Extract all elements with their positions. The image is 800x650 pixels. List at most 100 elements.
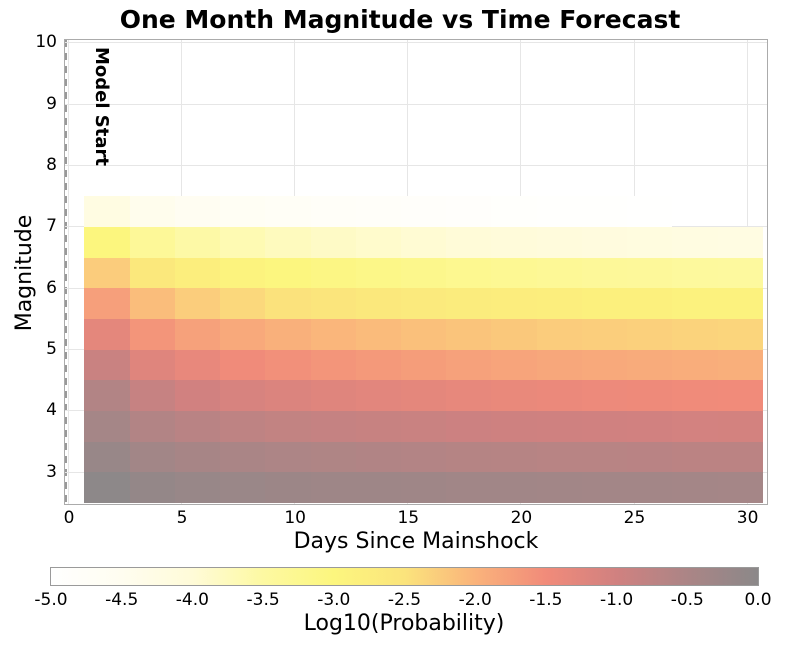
- heatmap-cell: [446, 472, 492, 503]
- heatmap-cell: [446, 380, 492, 411]
- heatmap-cell: [129, 257, 175, 289]
- grid-line-vertical: [68, 40, 69, 504]
- colorbar-tick-label: -5.0: [34, 590, 68, 610]
- heatmap-cell: [627, 257, 673, 289]
- heatmap-cell: [536, 257, 582, 289]
- heatmap-cell: [174, 410, 221, 442]
- heatmap-cell: [84, 380, 130, 411]
- heatmap-cell: [174, 288, 221, 319]
- heatmap-cell: [174, 226, 221, 258]
- heatmap-cell: [717, 441, 763, 473]
- heatmap-cell: [401, 196, 447, 227]
- heatmap-cell: [265, 380, 311, 411]
- heatmap-cell: [536, 441, 582, 473]
- heatmap-cell: [401, 288, 447, 319]
- heatmap-cell: [446, 349, 492, 381]
- heatmap-cell: [174, 349, 221, 381]
- y-tick-label: 5: [46, 339, 57, 360]
- heatmap-cell: [401, 226, 447, 258]
- colorbar-tick-label: -3.0: [317, 590, 351, 610]
- heatmap-cell: [355, 349, 401, 381]
- heatmap-cell: [446, 441, 492, 473]
- y-tick-label: 3: [46, 461, 57, 482]
- heatmap-cell: [672, 288, 718, 319]
- heatmap-cell: [581, 380, 628, 411]
- heatmap-cell: [581, 441, 628, 473]
- heatmap-cell: [536, 288, 582, 319]
- heatmap-cell: [446, 196, 492, 227]
- heatmap-cell: [717, 226, 763, 258]
- heatmap-cell: [310, 196, 356, 227]
- heatmap-cell: [491, 257, 537, 289]
- colorbar-tick-label: -1.5: [529, 590, 563, 610]
- heatmap-cell: [84, 410, 130, 442]
- heatmap-cell: [672, 257, 718, 289]
- heatmap-cell: [627, 196, 673, 227]
- heatmap-cell: [174, 196, 221, 227]
- colorbar-label: Log10(Probability): [303, 611, 505, 636]
- y-tick-label: 8: [46, 155, 57, 176]
- heatmap-cell: [581, 318, 628, 350]
- y-axis-label: Magnitude: [12, 214, 37, 332]
- colorbar-tick-label: -2.5: [387, 590, 422, 610]
- heatmap-cell: [581, 288, 628, 319]
- heatmap-cell: [174, 441, 221, 473]
- x-tick-label: 5: [176, 508, 188, 528]
- heatmap-cell: [581, 196, 628, 227]
- heatmap-cell: [220, 472, 266, 503]
- heatmap-cell: [536, 472, 582, 503]
- heatmap-cell: [84, 318, 130, 350]
- heatmap-cell: [446, 288, 492, 319]
- heatmap-cell: [84, 196, 130, 227]
- heatmap-cell: [310, 288, 356, 319]
- model-start-line: [65, 40, 67, 504]
- colorbar-tick-label: -0.5: [670, 590, 704, 610]
- colorbar-tick-label: -4.0: [175, 590, 209, 610]
- grid-line-horizontal: [65, 103, 767, 105]
- heatmap-cell: [265, 226, 311, 258]
- heatmap-cell: [355, 380, 401, 411]
- heatmap-cell: [355, 410, 401, 442]
- heatmap-cell: [129, 410, 175, 442]
- heatmap-cell: [401, 349, 447, 381]
- colorbar-tick-label: 0.0: [744, 590, 772, 610]
- heatmap-cell: [220, 226, 266, 258]
- plot-area: Model Start: [64, 39, 768, 505]
- heatmap-cell: [265, 441, 311, 473]
- heatmap-cell: [220, 318, 266, 350]
- heatmap-cell: [129, 441, 175, 473]
- y-tick-label: 4: [46, 400, 57, 421]
- heatmap-cell: [717, 318, 763, 350]
- heatmap-cell: [627, 472, 673, 503]
- heatmap-cell: [401, 472, 447, 503]
- heatmap-cell: [84, 472, 130, 503]
- heatmap-cell: [129, 226, 175, 258]
- heatmap-cell: [536, 410, 582, 442]
- heatmap-cell: [220, 349, 266, 381]
- grid-line-horizontal: [65, 165, 767, 167]
- heatmap-cell: [491, 226, 537, 258]
- heatmap-cell: [446, 257, 492, 289]
- heatmap-cell: [265, 349, 311, 381]
- colorbar-tick-label: -2.0: [458, 590, 492, 610]
- heatmap-cell: [627, 226, 673, 258]
- heatmap-cell: [672, 472, 718, 503]
- y-tick-label: 7: [46, 216, 57, 237]
- heatmap-cell: [310, 441, 356, 473]
- heatmap-cell: [581, 410, 628, 442]
- x-tick-label: 15: [397, 508, 420, 528]
- heatmap-cell: [491, 318, 537, 350]
- heatmap-cell: [581, 349, 628, 381]
- x-tick-label: 30: [736, 508, 759, 528]
- heatmap-cell: [627, 349, 673, 381]
- x-axis-label: Days Since Mainshock: [293, 529, 539, 554]
- heatmap-cell: [401, 441, 447, 473]
- grid-line-horizontal: [65, 42, 767, 44]
- heatmap-cell: [84, 288, 130, 319]
- heatmap-cell: [84, 349, 130, 381]
- heatmap-cell: [355, 257, 401, 289]
- model-start-label: Model Start: [91, 47, 112, 167]
- heatmap-cell: [310, 410, 356, 442]
- colorbar-tick-label: -1.0: [600, 590, 634, 610]
- y-tick-label: 9: [46, 93, 57, 114]
